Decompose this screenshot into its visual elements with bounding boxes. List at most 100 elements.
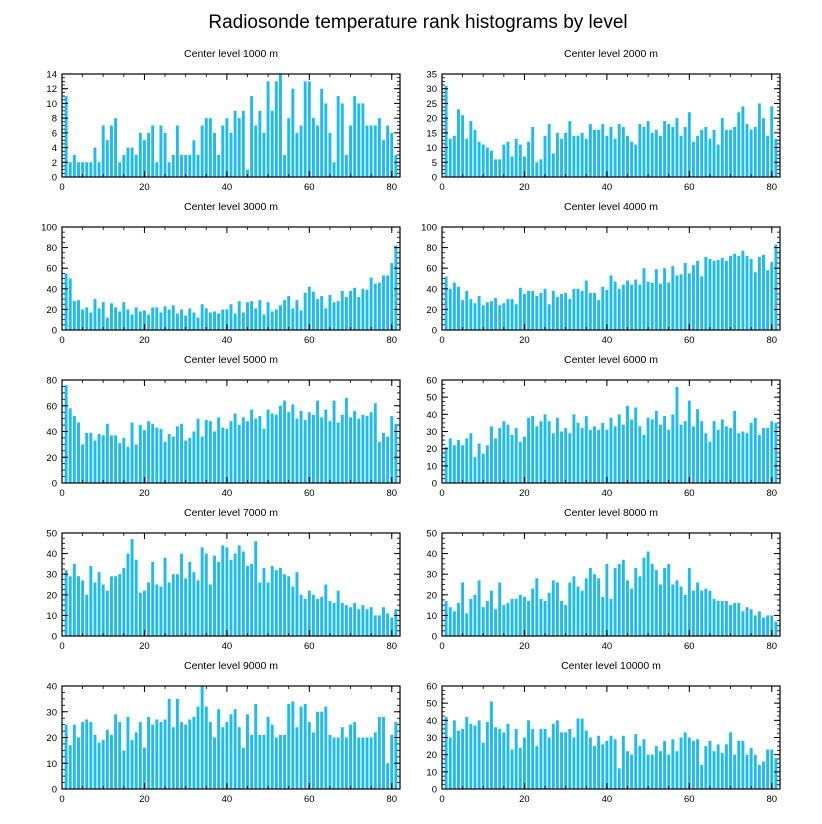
bar bbox=[770, 749, 774, 789]
x-tick-label: 0 bbox=[59, 182, 64, 193]
bar bbox=[221, 125, 225, 177]
bar bbox=[266, 582, 270, 636]
bar bbox=[646, 121, 650, 177]
bar bbox=[377, 441, 381, 483]
bar bbox=[303, 598, 307, 636]
bar bbox=[522, 293, 526, 330]
bar bbox=[142, 430, 146, 483]
bar bbox=[580, 290, 584, 330]
bar bbox=[576, 135, 580, 177]
bar bbox=[481, 305, 485, 330]
bar bbox=[332, 162, 336, 177]
y-tick-label: 80 bbox=[46, 376, 57, 387]
bar bbox=[485, 722, 489, 789]
x-tick-label: 40 bbox=[222, 488, 233, 499]
bar bbox=[353, 96, 357, 177]
bar bbox=[766, 428, 770, 483]
bar bbox=[237, 425, 241, 483]
y-tick-label: 0 bbox=[432, 479, 437, 490]
bar bbox=[502, 421, 506, 483]
bar bbox=[336, 422, 340, 483]
bar bbox=[667, 282, 671, 330]
x-tick-label: 40 bbox=[222, 794, 233, 805]
y-tick-label: 80 bbox=[426, 243, 437, 254]
bar bbox=[279, 568, 282, 636]
bar bbox=[601, 286, 605, 330]
bar bbox=[200, 125, 204, 177]
bar bbox=[192, 572, 196, 636]
bar bbox=[757, 611, 761, 636]
bar bbox=[89, 722, 93, 789]
x-tick-label: 20 bbox=[519, 488, 530, 499]
bar bbox=[745, 607, 749, 636]
bar bbox=[291, 88, 295, 177]
bar bbox=[757, 103, 761, 177]
bar bbox=[749, 258, 753, 330]
bar bbox=[192, 716, 196, 789]
bar bbox=[200, 547, 204, 636]
y-tick-label: 20 bbox=[426, 590, 437, 601]
bar bbox=[394, 423, 398, 483]
bar bbox=[344, 398, 348, 483]
bar bbox=[597, 578, 601, 636]
bar bbox=[465, 138, 469, 177]
bar bbox=[221, 727, 225, 789]
bar bbox=[737, 112, 741, 177]
y-tick-label: 40 bbox=[426, 549, 437, 560]
bar bbox=[490, 301, 493, 330]
bar bbox=[535, 296, 539, 330]
bar bbox=[386, 613, 390, 636]
bar bbox=[101, 740, 105, 789]
bar bbox=[184, 440, 188, 483]
bar bbox=[155, 719, 159, 789]
bar bbox=[151, 423, 155, 483]
bar bbox=[700, 276, 704, 330]
y-tick-label: 14 bbox=[46, 70, 57, 81]
bar bbox=[638, 426, 642, 483]
bar bbox=[237, 545, 241, 636]
bar bbox=[634, 734, 638, 789]
bar bbox=[303, 292, 307, 330]
bar bbox=[494, 727, 498, 789]
bar bbox=[184, 578, 188, 636]
bar bbox=[704, 433, 708, 483]
bar bbox=[279, 734, 282, 789]
y-tick-label: 0 bbox=[52, 173, 57, 184]
bar bbox=[279, 405, 282, 483]
bar bbox=[324, 584, 328, 636]
bar bbox=[568, 299, 572, 330]
bar bbox=[208, 312, 212, 330]
bar bbox=[390, 263, 394, 330]
bar bbox=[650, 282, 654, 330]
bar bbox=[510, 156, 514, 177]
bar bbox=[250, 734, 254, 789]
bar bbox=[250, 96, 254, 177]
bar bbox=[320, 711, 324, 789]
bar bbox=[266, 302, 270, 330]
chart-panel: Center level 1000 m 0 2 4 6 8 10 12 14 0 20 40 60 80 bbox=[46, 48, 401, 193]
bar bbox=[650, 563, 654, 636]
bar bbox=[580, 590, 584, 636]
bar bbox=[204, 553, 208, 636]
bar bbox=[340, 603, 344, 636]
bar bbox=[555, 417, 559, 483]
bar bbox=[485, 600, 489, 636]
y-tick-label: 20 bbox=[426, 444, 437, 455]
bar bbox=[246, 169, 249, 177]
bar bbox=[601, 744, 605, 789]
bar bbox=[477, 580, 481, 636]
bar bbox=[700, 590, 704, 636]
bar bbox=[708, 441, 712, 483]
bar bbox=[167, 434, 171, 483]
bar bbox=[720, 118, 724, 177]
bar bbox=[716, 744, 720, 789]
bar bbox=[122, 154, 126, 177]
x-tick-label: 0 bbox=[59, 488, 64, 499]
chart-panel: Center level 5000 m 0 20 40 60 80 0 20 40 60 80 bbox=[46, 354, 401, 499]
bar bbox=[481, 144, 485, 177]
bar bbox=[716, 259, 720, 330]
bar bbox=[311, 732, 315, 789]
bar bbox=[382, 716, 385, 789]
